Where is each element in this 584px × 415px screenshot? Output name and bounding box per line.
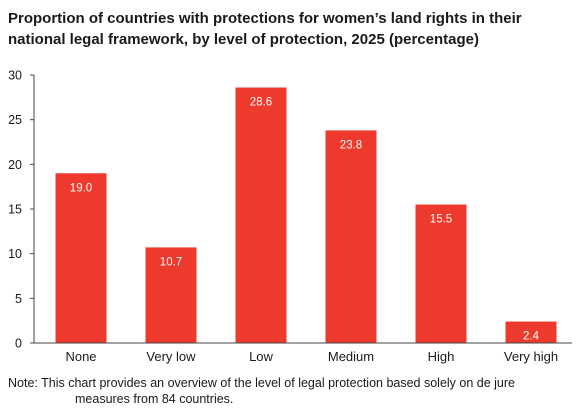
x-tick-label: Medium [328, 349, 374, 364]
x-tick-label: Very high [504, 349, 558, 364]
data-label: 28.6 [250, 97, 272, 109]
chart-title: Proportion of countries with protections… [8, 10, 522, 48]
data-label: 23.8 [340, 139, 362, 151]
y-tick-label: 30 [8, 69, 22, 83]
x-tick-label: High [428, 349, 455, 364]
x-tick-label: Low [249, 349, 273, 364]
bar-2 [235, 87, 287, 343]
bar-4 [415, 204, 467, 343]
chart-note: Note: This chart provides an overview of… [8, 375, 578, 407]
data-label: 10.7 [160, 256, 182, 268]
bar-5 [505, 321, 557, 343]
y-tick-label: 5 [15, 292, 22, 306]
y-tick-label: 0 [15, 337, 22, 351]
x-tick-label: None [65, 349, 96, 364]
data-label: 19.0 [70, 182, 92, 194]
y-tick-label: 10 [8, 247, 22, 261]
x-axis: None Very low Low Medium High Very high [34, 342, 572, 364]
data-label: 15.5 [430, 214, 452, 226]
note-line-2: measures from 84 countries. [75, 392, 234, 406]
data-label: 2.4 [523, 331, 540, 343]
y-tick-label: 15 [8, 203, 22, 217]
bar-0 [55, 173, 107, 343]
bar-3 [325, 130, 377, 343]
bar-1 [145, 247, 197, 343]
x-tick-label: Very low [146, 349, 196, 364]
note-line-1: Note: This chart provides an overview of… [8, 376, 516, 390]
y-tick-label: 20 [8, 158, 22, 172]
y-tick-label: 25 [8, 113, 22, 127]
y-axis: 0 5 10 15 20 25 30 [8, 69, 35, 351]
bars: 19.0 10.7 28.6 23.8 15.5 2.4 [55, 87, 557, 343]
